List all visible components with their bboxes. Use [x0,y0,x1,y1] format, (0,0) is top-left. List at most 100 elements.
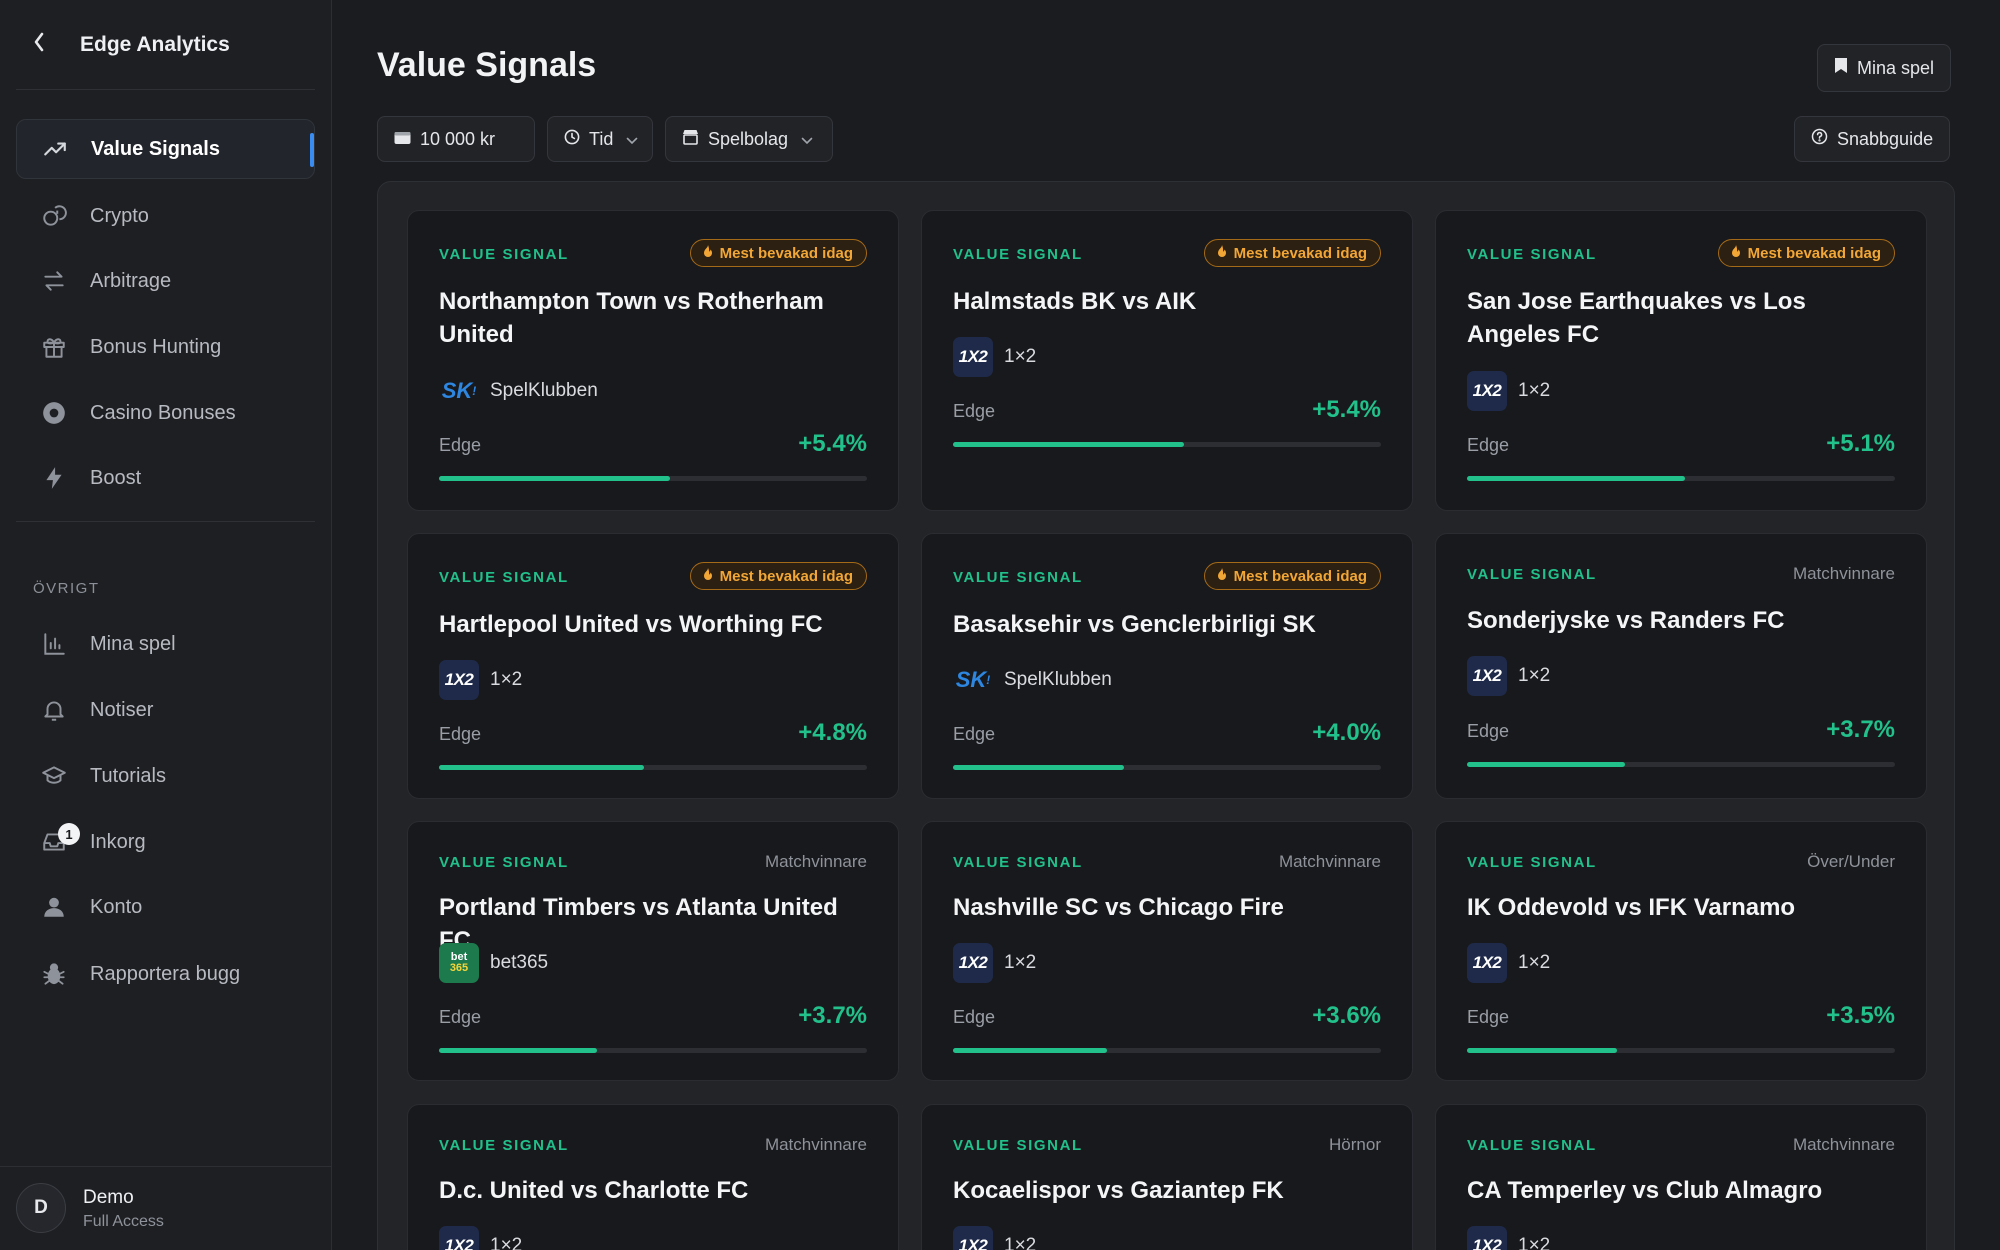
bookmaker-row: 1X2 1×2 [1467,943,1550,983]
sidebar-item-rapportera-bugg[interactable]: Rapportera bugg [16,944,315,1004]
sidebar-item-label: Rapportera bugg [90,962,241,985]
match-title: CA Temperley vs Club Almagro [1467,1177,1823,1204]
badge-label: Mest bevakad idag [719,244,853,262]
edge-bar-fill [439,1048,598,1053]
most-watched-badge: Mest bevakad idag [689,239,867,267]
match-title: Nashville SC vs Chicago Fire [953,894,1284,921]
user-profile[interactable]: D Demo Full Access [0,1166,332,1250]
bankroll-button[interactable]: 10 000 kr [377,116,535,162]
value-signal-tag: VALUE SIGNAL [1467,566,1597,583]
chevron-left-icon[interactable] [32,31,62,59]
sidebar-item-konto[interactable]: Konto [16,877,315,937]
value-signal-tag: VALUE SIGNAL [1467,1137,1597,1154]
market-type: Matchvinnare [764,1135,867,1154]
signal-card[interactable]: VALUE SIGNAL Hörnor Kocaelispor vs Gazia… [921,1104,1413,1250]
time-filter-dropdown[interactable]: Tid [547,116,653,162]
user-name: Demo [83,1187,134,1208]
bookmaker-name: bet365 [490,952,549,973]
wallet-icon [394,129,411,150]
edge-bar-fill [953,1048,1108,1053]
bell-icon [40,696,68,724]
sidebar-item-casino-bonuses[interactable]: Casino Bonuses [16,383,315,443]
edge-bar [953,1048,1381,1053]
bookmaker-name: 1×2 [1518,665,1551,686]
graduation-cap-icon [40,762,68,790]
signal-card[interactable]: VALUE SIGNAL Mest bevakad idag Northampt… [407,210,899,511]
market-type: Matchvinnare [764,852,867,871]
sidebar-item-inkorg[interactable]: Inkorg [16,812,315,872]
edge-value: +3.6% [1312,1002,1381,1029]
bookmaker-name: SpelKlubben [490,380,598,401]
signal-card[interactable]: VALUE SIGNAL Matchvinnare Sonderjyske vs… [1435,533,1927,799]
badge-label: Mest bevakad idag [719,567,853,585]
bookmaker-filter-dropdown[interactable]: Spelbolag [665,116,833,162]
1x2-logo-icon: 1X2 [953,1226,993,1250]
edge-label: Edge [1467,721,1510,741]
bookmaker-row: 1X2 1×2 [953,1226,1036,1250]
signal-card[interactable]: VALUE SIGNAL Mest bevakad idag Basaksehi… [921,533,1413,799]
signal-card[interactable]: VALUE SIGNAL Matchvinnare D.c. United vs… [407,1104,899,1250]
badge-label: Mest bevakad idag [1233,567,1367,585]
bookmaker-name: 1×2 [1518,380,1551,401]
edge-bar [439,476,867,481]
edge-value: +4.0% [1312,719,1381,746]
edge-value: +3.7% [798,1002,867,1029]
signal-card[interactable]: VALUE SIGNAL Mest bevakad idag Hartlepoo… [407,533,899,799]
value-signal-tag: VALUE SIGNAL [1467,854,1597,871]
time-filter-label: Tid [589,128,614,149]
value-signal-tag: VALUE SIGNAL [953,854,1083,871]
signal-card[interactable]: VALUE SIGNAL Matchvinnare CA Temperley v… [1435,1104,1927,1250]
match-title: Kocaelispor vs Gaziantep FK [953,1177,1284,1204]
signal-card[interactable]: VALUE SIGNAL Matchvinnare Portland Timbe… [407,821,899,1081]
active-indicator [310,133,314,167]
edge-value: +5.4% [1312,396,1381,423]
gift-icon [40,333,68,361]
sidebar-item-label: Boost [90,466,142,489]
match-title: Halmstads BK vs AIK [953,288,1197,315]
chevron-down-icon [801,129,813,150]
1x2-logo-icon: 1X2 [1467,1226,1507,1250]
sidebar-item-mina-spel[interactable]: Mina spel [16,614,315,674]
edge-value: +5.1% [1826,430,1895,457]
edge-bar [439,1048,867,1053]
quick-guide-button[interactable]: Snabbguide [1794,116,1951,162]
my-bets-button[interactable]: Mina spel [1817,44,1952,92]
signal-card[interactable]: VALUE SIGNAL Matchvinnare Nashville SC v… [921,821,1413,1081]
most-watched-badge: Mest bevakad idag [1203,239,1381,267]
bet365-logo-icon: bet 365 [439,943,479,983]
bookmaker-name: 1×2 [1004,1235,1037,1250]
sidebar-item-label: Notiser [90,698,154,721]
bookmaker-row: 1X2 1×2 [439,1226,522,1250]
edge-label: Edge [1467,1007,1510,1027]
signal-card[interactable]: VALUE SIGNAL Över/Under IK Oddevold vs I… [1435,821,1927,1081]
bookmaker-name: 1×2 [1004,346,1037,367]
sidebar-item-boost[interactable]: Boost [16,448,315,508]
sidebar-item-label: Tutorials [90,764,166,787]
1x2-logo-icon: 1X2 [1467,371,1507,411]
sidebar-item-arbitrage[interactable]: Arbitrage [16,251,315,311]
sidebar-item-crypto[interactable]: Crypto [16,186,315,246]
signal-card[interactable]: VALUE SIGNAL Mest bevakad idag Halmstads… [921,210,1413,511]
chip-icon [40,399,68,427]
bolt-icon [40,464,68,492]
1x2-logo-icon: 1X2 [953,337,993,377]
bookmaker-row: 1X2 1×2 [1467,656,1550,696]
bookmaker-name: SpelKlubben [1004,669,1112,690]
edge-value: +4.8% [798,719,867,746]
sidebar-item-tutorials[interactable]: Tutorials [16,746,315,806]
bookmaker-row: 1X2 1×2 [953,943,1036,983]
edge-label: Edge [439,724,482,744]
edge-bar-fill [439,476,671,481]
signal-card[interactable]: VALUE SIGNAL Mest bevakad idag San Jose … [1435,210,1927,511]
match-title: San Jose Earthquakes vs Los Angeles FC [1467,288,1806,348]
flame-icon [702,244,714,262]
value-signal-tag: VALUE SIGNAL [439,854,569,871]
sidebar-item-notiser[interactable]: Notiser [16,680,315,740]
quick-guide-label: Snabbguide [1837,128,1934,149]
market-type: Hörnor [1329,1135,1381,1154]
sidebar-item-value-signals[interactable]: Value Signals [16,119,315,179]
sidebar-item-bonus-hunting[interactable]: Bonus Hunting [16,317,315,377]
1x2-logo-icon: 1X2 [439,1226,479,1250]
user-role: Full Access [83,1213,164,1230]
bar-chart-icon [40,630,68,658]
